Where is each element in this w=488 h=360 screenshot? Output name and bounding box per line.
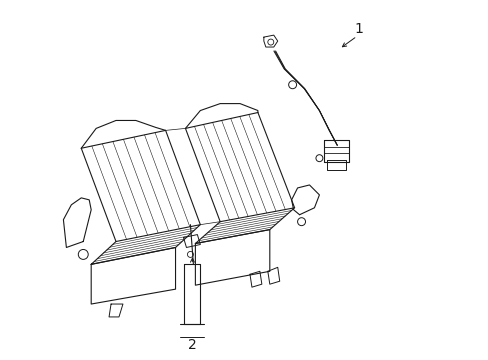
Text: 2: 2 <box>188 338 196 352</box>
Text: 1: 1 <box>354 22 363 36</box>
